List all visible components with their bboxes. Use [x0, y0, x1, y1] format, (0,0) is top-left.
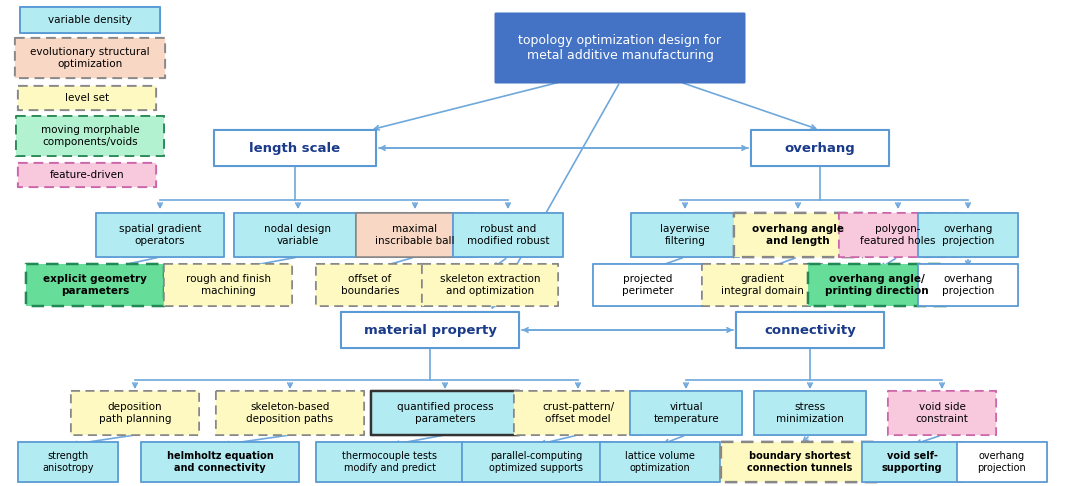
FancyBboxPatch shape — [19, 7, 160, 33]
Text: void side
constraint: void side constraint — [916, 402, 969, 424]
FancyBboxPatch shape — [356, 213, 474, 257]
Text: nodal design
variable: nodal design variable — [265, 224, 332, 246]
FancyBboxPatch shape — [370, 391, 519, 435]
Text: overhang: overhang — [785, 141, 855, 155]
FancyBboxPatch shape — [720, 442, 879, 482]
FancyBboxPatch shape — [808, 264, 946, 306]
FancyBboxPatch shape — [462, 442, 610, 482]
Text: rough and finish
machining: rough and finish machining — [186, 274, 270, 296]
Text: evolutionary structural
optimization: evolutionary structural optimization — [30, 47, 150, 69]
FancyBboxPatch shape — [216, 391, 364, 435]
FancyBboxPatch shape — [26, 264, 164, 306]
Text: feature-driven: feature-driven — [50, 170, 124, 180]
FancyBboxPatch shape — [496, 14, 744, 82]
Text: polygon-
featured holes: polygon- featured holes — [861, 224, 935, 246]
Text: quantified process
parameters: quantified process parameters — [396, 402, 494, 424]
Text: overhang
projection: overhang projection — [977, 451, 1026, 473]
FancyBboxPatch shape — [214, 130, 376, 166]
Text: stress
minimization: stress minimization — [777, 402, 843, 424]
FancyBboxPatch shape — [600, 442, 720, 482]
FancyBboxPatch shape — [839, 213, 957, 257]
FancyBboxPatch shape — [735, 312, 885, 348]
FancyBboxPatch shape — [631, 213, 739, 257]
FancyBboxPatch shape — [957, 442, 1047, 482]
FancyBboxPatch shape — [15, 38, 165, 78]
Text: skeleton-based
deposition paths: skeleton-based deposition paths — [246, 402, 334, 424]
Text: offset of
boundaries: offset of boundaries — [341, 274, 400, 296]
Text: gradient
integral domain: gradient integral domain — [720, 274, 804, 296]
FancyBboxPatch shape — [18, 86, 157, 110]
FancyBboxPatch shape — [164, 264, 292, 306]
Text: boundary shortest
connection tunnels: boundary shortest connection tunnels — [747, 451, 853, 473]
FancyBboxPatch shape — [141, 442, 299, 482]
Text: explicit geometry
parameters: explicit geometry parameters — [43, 274, 147, 296]
Text: overhang angle
and length: overhang angle and length — [752, 224, 843, 246]
Text: helmholtz equation
and connectivity: helmholtz equation and connectivity — [166, 451, 273, 473]
Text: topology optimization design for
metal additive manufacturing: topology optimization design for metal a… — [518, 34, 721, 62]
FancyBboxPatch shape — [754, 391, 866, 435]
Text: thermocouple tests
modify and predict: thermocouple tests modify and predict — [342, 451, 437, 473]
Text: layerwise
filtering: layerwise filtering — [660, 224, 710, 246]
FancyBboxPatch shape — [734, 213, 862, 257]
FancyBboxPatch shape — [234, 213, 362, 257]
FancyBboxPatch shape — [96, 213, 224, 257]
FancyBboxPatch shape — [315, 264, 424, 306]
FancyBboxPatch shape — [514, 391, 643, 435]
FancyBboxPatch shape — [18, 163, 157, 187]
FancyBboxPatch shape — [751, 130, 889, 166]
Text: virtual
temperature: virtual temperature — [653, 402, 719, 424]
Text: deposition
path planning: deposition path planning — [98, 402, 172, 424]
Text: robust and
modified robust: robust and modified robust — [467, 224, 550, 246]
FancyBboxPatch shape — [316, 442, 464, 482]
FancyBboxPatch shape — [630, 391, 742, 435]
FancyBboxPatch shape — [18, 442, 118, 482]
Text: material property: material property — [364, 324, 497, 336]
Text: moving morphable
components/voids: moving morphable components/voids — [41, 125, 139, 147]
FancyBboxPatch shape — [702, 264, 822, 306]
FancyBboxPatch shape — [16, 116, 164, 156]
FancyBboxPatch shape — [71, 391, 199, 435]
FancyBboxPatch shape — [888, 391, 996, 435]
Text: projected
perimeter: projected perimeter — [622, 274, 674, 296]
FancyBboxPatch shape — [862, 442, 962, 482]
Text: maximal
inscribable ball: maximal inscribable ball — [375, 224, 455, 246]
FancyBboxPatch shape — [918, 264, 1018, 306]
Text: void self-
supporting: void self- supporting — [881, 451, 943, 473]
Text: level set: level set — [65, 93, 109, 103]
Text: overhang
projection: overhang projection — [942, 274, 995, 296]
Text: overhang angle/
printing direction: overhang angle/ printing direction — [825, 274, 929, 296]
Text: lattice volume
optimization: lattice volume optimization — [625, 451, 694, 473]
Text: spatial gradient
operators: spatial gradient operators — [119, 224, 201, 246]
Text: variable density: variable density — [49, 15, 132, 25]
Text: connectivity: connectivity — [765, 324, 855, 336]
Text: length scale: length scale — [249, 141, 340, 155]
FancyBboxPatch shape — [341, 312, 519, 348]
FancyBboxPatch shape — [593, 264, 703, 306]
Text: crust-pattern/
offset model: crust-pattern/ offset model — [542, 402, 615, 424]
Text: skeleton extraction
and optimization: skeleton extraction and optimization — [440, 274, 540, 296]
Text: strength
anisotropy: strength anisotropy — [42, 451, 94, 473]
Text: overhang
projection: overhang projection — [942, 224, 995, 246]
FancyBboxPatch shape — [422, 264, 558, 306]
FancyBboxPatch shape — [918, 213, 1018, 257]
Text: parallel-computing
optimized supports: parallel-computing optimized supports — [489, 451, 583, 473]
FancyBboxPatch shape — [453, 213, 563, 257]
